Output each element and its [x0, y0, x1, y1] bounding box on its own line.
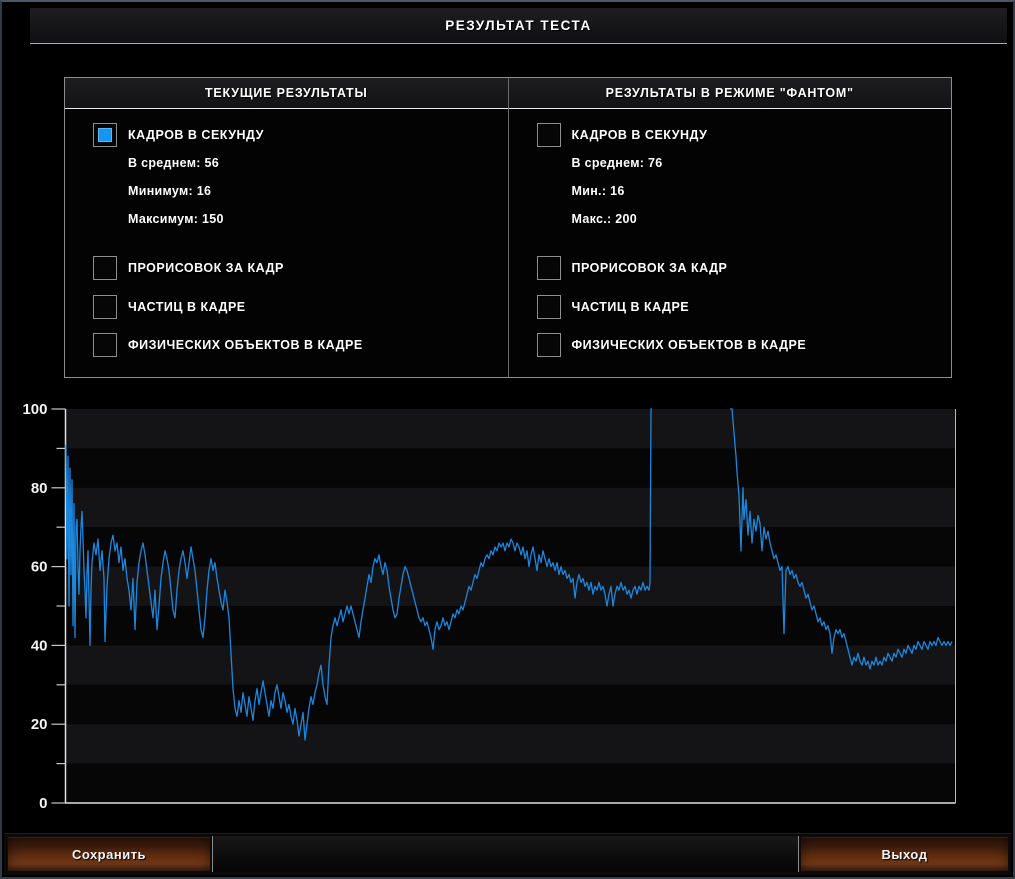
physics-label: ФИЗИЧЕСКИХ ОБЪЕКТОВ В КАДРЕ [128, 338, 363, 352]
svg-text:0: 0 [39, 795, 47, 812]
panel-phantom-header: РЕЗУЛЬТАТЫ В РЕЖИМЕ "ФАНТОМ" [509, 78, 952, 109]
panel-phantom-body: КАДРОВ В СЕКУНДУ В среднем: 76 Мин.: 16 … [509, 109, 952, 377]
fps-row: КАДРОВ В СЕКУНДУ [93, 123, 264, 147]
exit-button[interactable]: Выход [800, 836, 1009, 872]
svg-text:80: 80 [31, 480, 48, 497]
physics-checkbox-phantom[interactable] [537, 333, 561, 357]
fps-label: КАДРОВ В СЕКУНДУ [572, 128, 708, 142]
svg-text:40: 40 [31, 637, 48, 654]
stat-maximum: Макс.: 200 [572, 212, 638, 226]
particles-checkbox-phantom[interactable] [537, 295, 561, 319]
panel-current-results: ТЕКУЩИЕ РЕЗУЛЬТАТЫ КАДРОВ В СЕКУНДУ В ср… [65, 78, 508, 377]
panel-current-header: ТЕКУЩИЕ РЕЗУЛЬТАТЫ [65, 78, 508, 109]
panel-phantom-results: РЕЗУЛЬТАТЫ В РЕЖИМЕ "ФАНТОМ" КАДРОВ В СЕ… [508, 78, 952, 377]
page-title: РЕЗУЛЬТАТ ТЕСТА [445, 18, 591, 33]
option-row-draws: ПРОРИСОВОК ЗА КАДР [93, 256, 284, 280]
fps-label: КАДРОВ В СЕКУНДУ [128, 128, 264, 142]
svg-text:100: 100 [22, 401, 47, 418]
stat-minimum: Мин.: 16 [572, 184, 625, 198]
results-panels: ТЕКУЩИЕ РЕЗУЛЬТАТЫ КАДРОВ В СЕКУНДУ В ср… [64, 77, 952, 378]
fps-checkbox-current[interactable] [93, 123, 117, 147]
footer-middle-strip [212, 836, 799, 872]
particles-label: ЧАСТИЦ В КАДРЕ [572, 300, 690, 314]
option-row-particles: ЧАСТИЦ В КАДРЕ [93, 295, 246, 319]
fps-row: КАДРОВ В СЕКУНДУ [537, 123, 708, 147]
save-button[interactable]: Сохранить [7, 836, 211, 872]
option-row-physics: ФИЗИЧЕСКИХ ОБЪЕКТОВ В КАДРЕ [93, 333, 363, 357]
draws-checkbox-current[interactable] [93, 256, 117, 280]
particles-label: ЧАСТИЦ В КАДРЕ [128, 300, 246, 314]
panel-current-body: КАДРОВ В СЕКУНДУ В среднем: 56 Минимум: … [65, 109, 508, 377]
svg-text:20: 20 [31, 716, 48, 733]
physics-checkbox-current[interactable] [93, 333, 117, 357]
fps-line-chart: 0 20 40 60 80 100 [2, 397, 1015, 817]
option-row-physics: ФИЗИЧЕСКИХ ОБЪЕКТОВ В КАДРЕ [537, 333, 807, 357]
titlebar: РЕЗУЛЬТАТ ТЕСТА [30, 8, 1007, 44]
benchmark-results-window: РЕЗУЛЬТАТ ТЕСТА ТЕКУЩИЕ РЕЗУЛЬТАТЫ КАДРО… [0, 0, 1015, 879]
option-row-particles: ЧАСТИЦ В КАДРЕ [537, 295, 690, 319]
stat-average: В среднем: 56 [128, 156, 219, 170]
footer-bar: Сохранить Выход [4, 833, 1011, 875]
svg-text:60: 60 [31, 559, 48, 576]
particles-checkbox-current[interactable] [93, 295, 117, 319]
checkbox-mark [98, 128, 112, 142]
stat-average: В среднем: 76 [572, 156, 663, 170]
draws-checkbox-phantom[interactable] [537, 256, 561, 280]
draws-label: ПРОРИСОВОК ЗА КАДР [128, 261, 284, 275]
stat-minimum: Минимум: 16 [128, 184, 211, 198]
physics-label: ФИЗИЧЕСКИХ ОБЪЕКТОВ В КАДРЕ [572, 338, 807, 352]
draws-label: ПРОРИСОВОК ЗА КАДР [572, 261, 728, 275]
fps-checkbox-phantom[interactable] [537, 123, 561, 147]
stat-maximum: Максимум: 150 [128, 212, 224, 226]
option-row-draws: ПРОРИСОВОК ЗА КАДР [537, 256, 728, 280]
